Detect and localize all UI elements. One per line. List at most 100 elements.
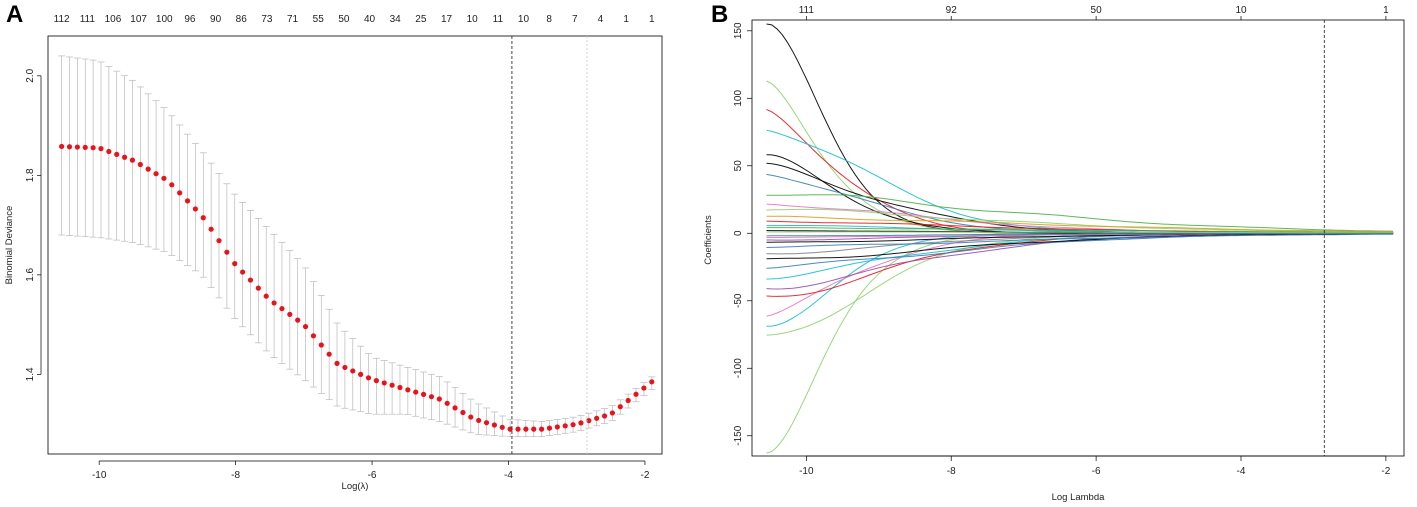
panel-b-letter: B (711, 1, 728, 28)
cv-mean-point (365, 375, 372, 381)
top-axis-label: 8 (546, 14, 552, 25)
cv-mean-point (483, 420, 490, 426)
cv-mean-point (444, 400, 450, 406)
panel-a-plot-frame (47, 35, 663, 455)
panel-a-letter: A (6, 1, 23, 28)
panel-a-x-axis-title: Log(λ) (342, 481, 369, 492)
top-axis-label: 17 (441, 14, 453, 25)
cv-mean-point (240, 269, 246, 275)
cv-mean-point (224, 249, 230, 255)
x-tick-label: -6 (368, 470, 377, 481)
x-tick-label: -6 (1092, 466, 1101, 477)
top-axis-label: 112 (54, 14, 70, 25)
x-tick-label: -4 (504, 470, 513, 481)
cv-mean-point (539, 426, 545, 432)
cv-mean-point (468, 414, 474, 420)
coefficient-path (766, 208, 1394, 233)
cv-mean-point (452, 405, 458, 411)
top-axis-label: 73 (261, 14, 273, 25)
top-axis-label: 10 (518, 14, 530, 25)
panel-a-top-axis: 112 111 106 107 100 96 90 86 73 71 55 50 40 34 25 17 10 1… (54, 14, 655, 25)
top-axis-label: 10 (1235, 5, 1247, 16)
top-axis-label: 106 (105, 14, 122, 25)
panel-b-coefficient-paths (766, 23, 1394, 454)
coefficient-path (766, 215, 1394, 232)
top-axis-label: 10 (467, 14, 479, 25)
cv-mean-point (90, 145, 96, 151)
top-axis-label: 7 (572, 14, 578, 25)
panel-b-x-axis: -10 -8 -6 -4 -2 (799, 455, 1391, 477)
cv-mean-point (436, 396, 442, 402)
cv-mean-point (491, 422, 498, 428)
cv-mean-point (279, 306, 285, 312)
coefficient-path (766, 154, 1394, 234)
cv-mean-point (405, 387, 411, 393)
panel-a-cv-plot: A -10 -8 -6 -4 -2 1.41.61.82.0 112 111 106 107 1… (4, 1, 663, 492)
x-tick-label: -10 (799, 466, 814, 477)
cv-mean-point (302, 324, 309, 330)
cv-mean-point (515, 426, 521, 432)
top-axis-label: 71 (287, 14, 299, 25)
cv-mean-point (287, 311, 293, 318)
cv-mean-point (546, 425, 553, 431)
cv-mean-point (216, 238, 222, 244)
y-tick-label: -150 (733, 425, 744, 445)
y-tick-label: -50 (733, 293, 744, 308)
panel-b-top-axis: 111 92 50 10 1 (799, 5, 1389, 20)
coefficient-path (766, 108, 1394, 234)
panel-a-error-bars (58, 55, 656, 437)
cv-mean-point (428, 394, 435, 400)
coefficient-path (766, 231, 1394, 234)
panel-a-mean-points (59, 143, 655, 432)
top-axis-label: 111 (799, 5, 815, 16)
coefficient-path (766, 232, 1394, 297)
top-axis-label: 34 (390, 14, 402, 25)
x-tick-label: -8 (231, 470, 240, 481)
x-tick-label: -2 (1381, 466, 1390, 477)
top-axis-label: 96 (184, 14, 196, 25)
cv-mean-point (145, 166, 151, 172)
x-tick-label: -4 (1237, 466, 1246, 477)
cv-mean-point (334, 360, 340, 366)
cv-mean-point (66, 144, 73, 150)
panel-b-y-axis: -150 -100 -50 0 50 100 150 (733, 22, 752, 446)
coefficient-path (766, 232, 1394, 327)
cv-mean-point (562, 423, 568, 429)
top-axis-label: 40 (364, 14, 376, 25)
cv-mean-point (200, 215, 206, 221)
panel-b-y-axis-title: Coefficients (703, 215, 714, 265)
cv-mean-point (507, 426, 513, 432)
top-axis-label: 107 (130, 14, 147, 25)
cv-mean-point (326, 351, 332, 357)
cv-mean-point (169, 182, 175, 188)
panel-b-x-axis-title: Log Lambda (1052, 492, 1106, 503)
y-tick-label: 1.6 (25, 267, 36, 281)
top-axis-label: 4 (598, 14, 604, 25)
coefficient-path (766, 232, 1394, 237)
panel-a-y-axis: 1.4 1.6 1.8 2.0 (25, 68, 42, 381)
cv-mean-point (358, 371, 364, 377)
top-axis-label: 90 (210, 14, 222, 25)
y-tick-label: 1.4 (25, 367, 36, 381)
cv-mean-point (263, 293, 269, 299)
y-tick-label: 150 (733, 22, 744, 39)
cv-mean-point (420, 391, 427, 397)
cv-mean-point (389, 382, 395, 388)
panel-a-lambda-lines (511, 36, 588, 454)
top-axis-label: 55 (313, 14, 325, 25)
cv-mean-point (232, 261, 238, 267)
cv-mean-point (82, 144, 88, 151)
coefficient-path (766, 23, 1394, 234)
cv-mean-point (381, 380, 387, 386)
cv-mean-point (523, 426, 529, 432)
cv-mean-point (649, 379, 655, 385)
cv-mean-point (499, 424, 505, 430)
cv-mean-point (98, 146, 104, 152)
y-tick-label: 100 (733, 90, 744, 107)
cv-mean-point (350, 368, 356, 374)
cv-mean-point (153, 171, 159, 177)
x-tick-label: -2 (640, 470, 649, 481)
cv-mean-point (609, 410, 616, 416)
top-axis-label: 111 (80, 14, 96, 25)
